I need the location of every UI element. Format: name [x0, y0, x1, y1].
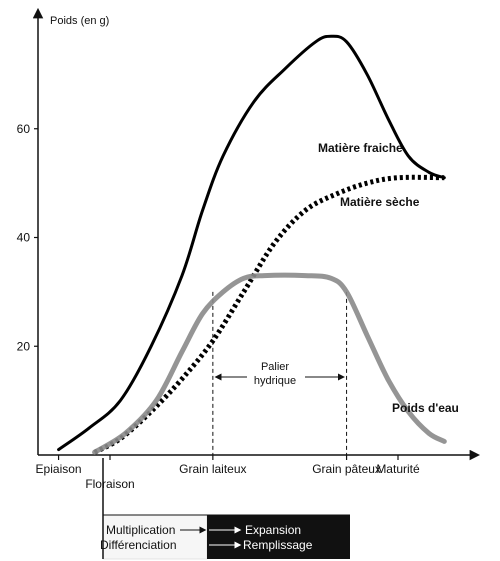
x-stage-label-grain_pateux: Grain pâteux — [312, 462, 381, 476]
series-label-matiere-fraiche: Matière fraiche — [318, 141, 403, 155]
x-stage-label-maturite: Maturité — [376, 462, 420, 476]
y-tick-label-20: 20 — [17, 339, 31, 353]
phase-left-box — [102, 514, 208, 560]
series-line-matiere-fraiche — [57, 34, 446, 452]
series-label-poids-eau: Poids d'eau — [392, 401, 459, 415]
y-axis-title: Poids (en g) — [50, 15, 109, 27]
series-label-matiere-seche: Matière sèche — [340, 195, 420, 209]
y-tick-label-40: 40 — [17, 231, 31, 245]
palier-label-line2: hydrique — [254, 375, 296, 387]
phase-multiplication: Multiplication — [106, 523, 175, 537]
phase-remplissage: Remplissage — [243, 538, 313, 552]
phase-expansion: Expansion — [245, 523, 301, 537]
palier-hydrique-annotation: Palier hydrique — [254, 361, 296, 387]
phase-bar: Multiplication Différenciation Expansion… — [100, 458, 350, 560]
x-stage-label-epiaison: Epiaison — [36, 462, 82, 476]
phase-differenciation: Différenciation — [100, 538, 177, 552]
y-tick-label-60: 60 — [17, 122, 31, 136]
series-layer — [57, 34, 447, 455]
y-ticks: 20 40 60 — [17, 122, 38, 353]
phase-right-box — [207, 515, 350, 559]
x-stage-label-grain_laiteux: Grain laiteux — [179, 462, 246, 476]
series-line-poids-d-eau — [92, 272, 447, 455]
palier-label-line1: Palier — [261, 361, 289, 373]
x-stage-label-floraison: Floraison — [85, 477, 134, 491]
stage-guides — [212, 291, 348, 455]
